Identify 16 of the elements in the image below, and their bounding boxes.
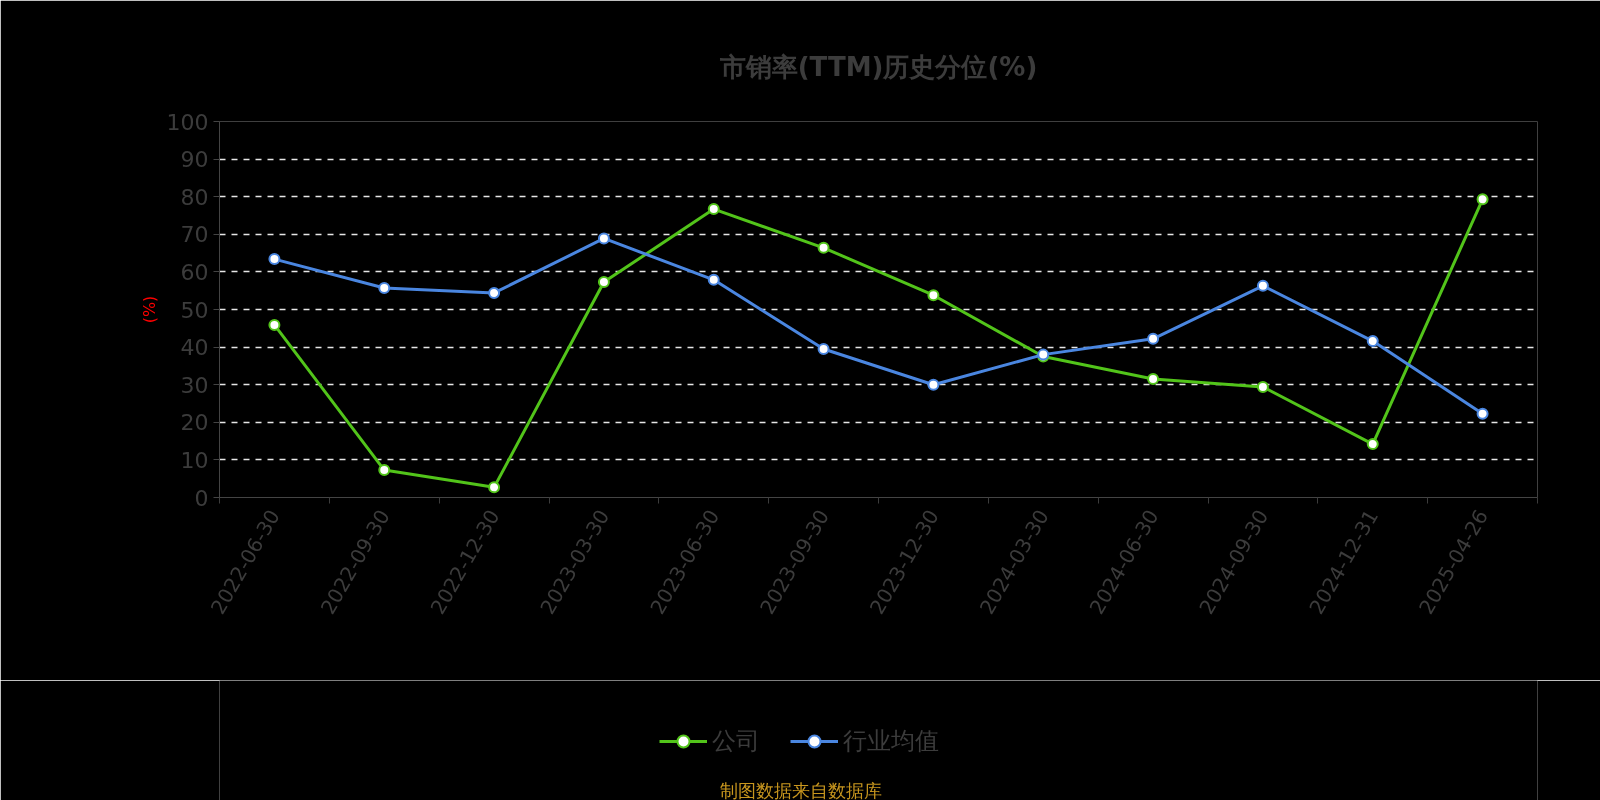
y-axis-title: (%): [139, 295, 159, 324]
y-tick-label: 100: [166, 109, 209, 135]
y-tick-label: 0: [194, 485, 209, 511]
y-tick-label: 30: [180, 372, 209, 398]
y-tick-label: 20: [180, 410, 209, 436]
text: 制图数据来自数据库: [719, 780, 882, 800]
y-tick-label: 80: [180, 184, 209, 210]
y-tick-label: 60: [180, 259, 209, 285]
y-tick-label: 70: [180, 222, 209, 248]
y-tick-label: 90: [180, 147, 209, 173]
legend-label: 行业均值: [843, 726, 939, 757]
chart-title: 市销率(TTM)历史分位(%): [718, 51, 1038, 82]
y-tick-label: 50: [180, 297, 209, 323]
y-tick-label: 10: [180, 447, 209, 473]
y-tick-label: 40: [180, 335, 209, 361]
legend-label: 公司: [712, 726, 760, 757]
